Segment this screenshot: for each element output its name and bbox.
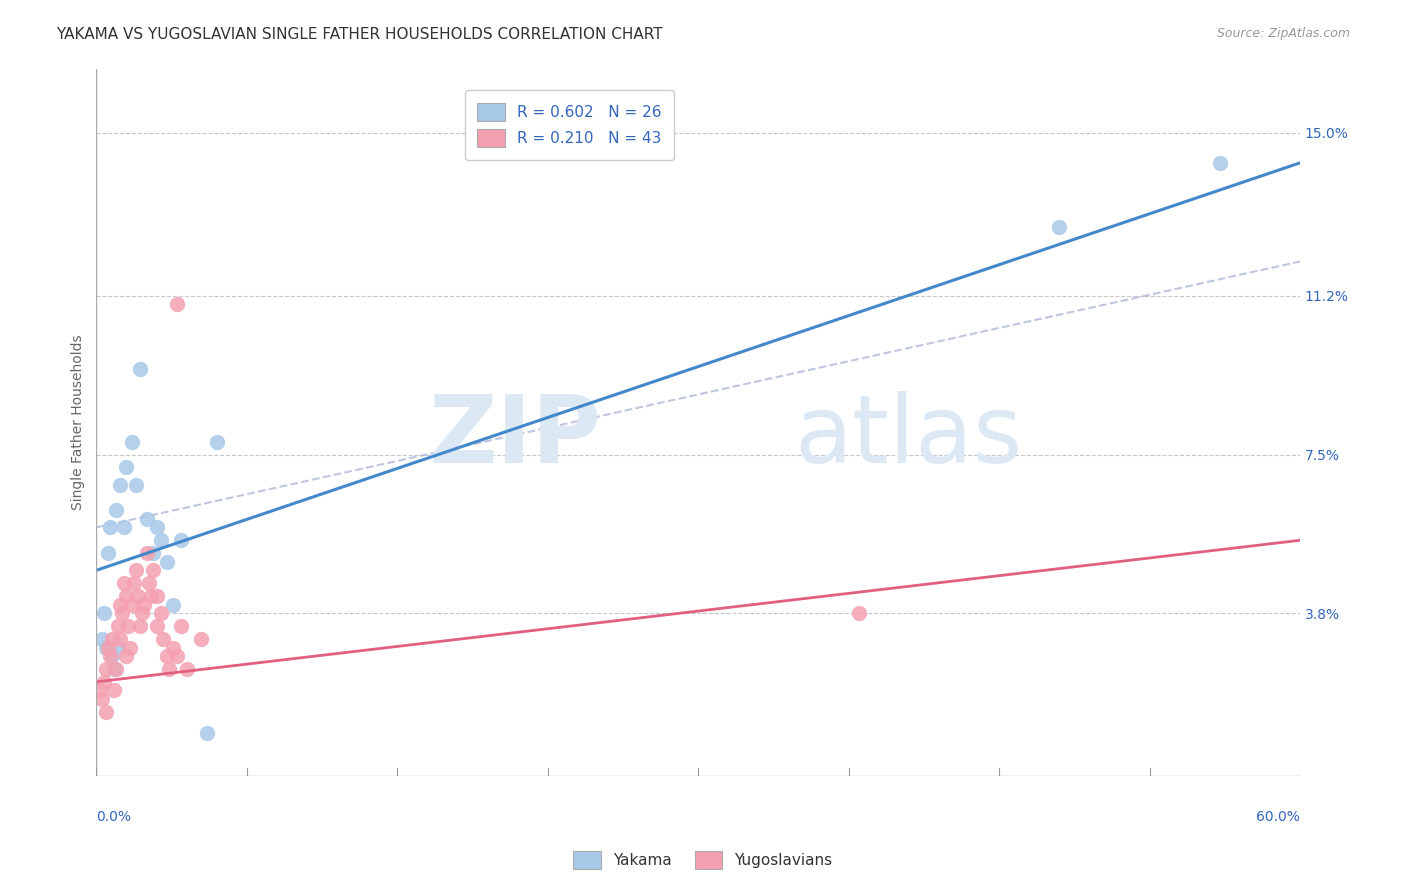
Point bbox=[93, 674, 115, 689]
Point bbox=[141, 563, 163, 577]
Text: ZIP: ZIP bbox=[429, 391, 602, 483]
Point bbox=[121, 434, 143, 449]
Point bbox=[117, 619, 139, 633]
Point bbox=[93, 606, 115, 620]
Point bbox=[103, 662, 125, 676]
Point bbox=[97, 640, 120, 655]
Point bbox=[152, 632, 174, 646]
Point bbox=[129, 619, 152, 633]
Point bbox=[149, 533, 172, 548]
Point bbox=[115, 649, 138, 664]
Point bbox=[157, 662, 180, 676]
Point bbox=[105, 662, 128, 676]
Point bbox=[114, 576, 136, 591]
Point bbox=[100, 649, 122, 664]
Point bbox=[169, 533, 191, 548]
Point bbox=[134, 598, 156, 612]
Point bbox=[145, 589, 167, 603]
Point bbox=[166, 649, 188, 664]
Point bbox=[135, 546, 157, 560]
Point bbox=[190, 632, 212, 646]
Y-axis label: Single Father Households: Single Father Households bbox=[72, 334, 86, 510]
Point bbox=[205, 434, 228, 449]
Point bbox=[169, 619, 191, 633]
Point bbox=[1047, 220, 1070, 235]
Point bbox=[141, 546, 163, 560]
Point bbox=[145, 619, 167, 633]
Point bbox=[121, 598, 143, 612]
Point bbox=[100, 520, 122, 534]
Point bbox=[848, 606, 870, 620]
Text: 60.0%: 60.0% bbox=[1256, 811, 1301, 824]
Point bbox=[96, 662, 118, 676]
Point bbox=[162, 640, 184, 655]
Point bbox=[131, 606, 153, 620]
Point bbox=[115, 460, 138, 475]
Point bbox=[145, 520, 167, 534]
Point bbox=[110, 632, 132, 646]
Point bbox=[91, 692, 114, 706]
Point bbox=[97, 546, 120, 560]
Point bbox=[110, 477, 132, 491]
Point bbox=[166, 297, 188, 311]
Point bbox=[138, 576, 160, 591]
Point bbox=[101, 649, 124, 664]
Point bbox=[103, 683, 125, 698]
Legend: R = 0.602   N = 26, R = 0.210   N = 43: R = 0.602 N = 26, R = 0.210 N = 43 bbox=[465, 90, 673, 160]
Point bbox=[96, 640, 118, 655]
Text: 0.0%: 0.0% bbox=[97, 811, 131, 824]
Point bbox=[105, 503, 128, 517]
Point bbox=[96, 705, 118, 719]
Point bbox=[125, 477, 148, 491]
Point bbox=[125, 563, 148, 577]
Point bbox=[110, 598, 132, 612]
Point bbox=[127, 589, 149, 603]
Text: YAKAMA VS YUGOSLAVIAN SINGLE FATHER HOUSEHOLDS CORRELATION CHART: YAKAMA VS YUGOSLAVIAN SINGLE FATHER HOUS… bbox=[56, 27, 662, 42]
Point bbox=[129, 361, 152, 376]
Point bbox=[120, 640, 142, 655]
Point bbox=[149, 606, 172, 620]
Point bbox=[1209, 156, 1232, 170]
Point bbox=[124, 576, 146, 591]
Point bbox=[107, 640, 129, 655]
Point bbox=[101, 632, 124, 646]
Point bbox=[162, 598, 184, 612]
Text: Source: ZipAtlas.com: Source: ZipAtlas.com bbox=[1216, 27, 1350, 40]
Point bbox=[155, 555, 177, 569]
Point bbox=[115, 589, 138, 603]
Point bbox=[89, 683, 111, 698]
Point bbox=[91, 632, 114, 646]
Point bbox=[107, 619, 129, 633]
Point bbox=[176, 662, 198, 676]
Point bbox=[139, 589, 162, 603]
Point bbox=[111, 606, 134, 620]
Point bbox=[114, 520, 136, 534]
Point bbox=[195, 726, 218, 740]
Legend: Yakama, Yugoslavians: Yakama, Yugoslavians bbox=[567, 845, 839, 875]
Point bbox=[135, 512, 157, 526]
Text: atlas: atlas bbox=[794, 391, 1022, 483]
Point bbox=[155, 649, 177, 664]
